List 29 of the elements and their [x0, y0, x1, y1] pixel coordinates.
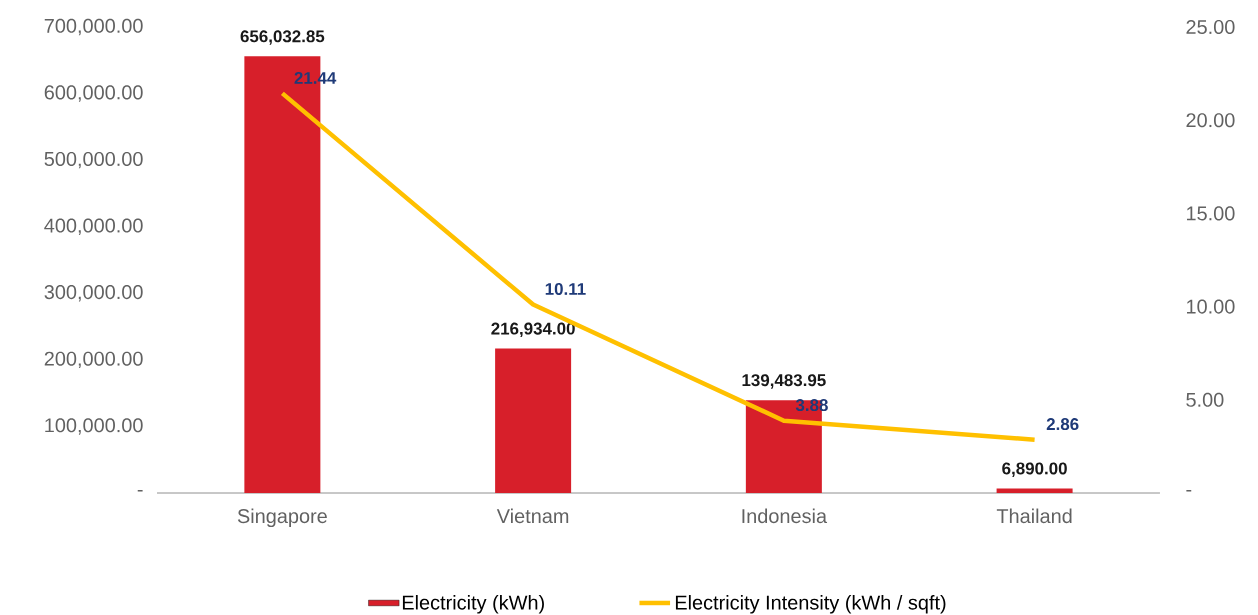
data-label: 656,032.85	[240, 30, 325, 45]
y-tick-label: 300,000.00	[44, 285, 143, 302]
y-tick-label: 500,000.00	[44, 151, 143, 169]
x-tick-label: Singapore	[237, 508, 327, 528]
data-label: 2.86	[1046, 418, 1079, 431]
data-label: 216,934.00	[491, 322, 575, 338]
x-tick-label: Indonesia	[742, 508, 828, 524]
legend-label: Electricity Intensity (kWh / sqft)	[675, 595, 946, 614]
bar	[495, 348, 572, 493]
y-tick-label: 600,000.00	[44, 85, 143, 102]
data-label: 139,483.95	[742, 374, 826, 389]
y2-tick-label: 5.00	[1186, 392, 1224, 407]
y-tick-label: 400,000.00	[44, 218, 143, 235]
y-tick-label: -	[137, 489, 143, 492]
y2-tick-label: 15.00	[1187, 206, 1235, 221]
y2-tick-label: 25.00	[1186, 19, 1235, 35]
line-series	[280, 91, 1037, 442]
y-tick-label: 700,000.00	[44, 18, 143, 36]
data-label: 6,890.00	[1002, 462, 1067, 477]
x-tick-label: Vietnam	[496, 508, 569, 524]
x-tick-label: Thailand	[996, 508, 1072, 524]
y2-tick-label: -	[1186, 489, 1192, 492]
y-tick-label: 100,000.00	[45, 418, 143, 435]
bar	[996, 488, 1073, 493]
y2-tick-label: 20.00	[1186, 113, 1235, 128]
legend-label: Electricity (kWh)	[402, 595, 544, 614]
data-label: 10.11	[545, 282, 586, 295]
y2-tick-label: 10.00	[1187, 299, 1235, 314]
y-tick-label: 200,000.00	[44, 351, 143, 369]
